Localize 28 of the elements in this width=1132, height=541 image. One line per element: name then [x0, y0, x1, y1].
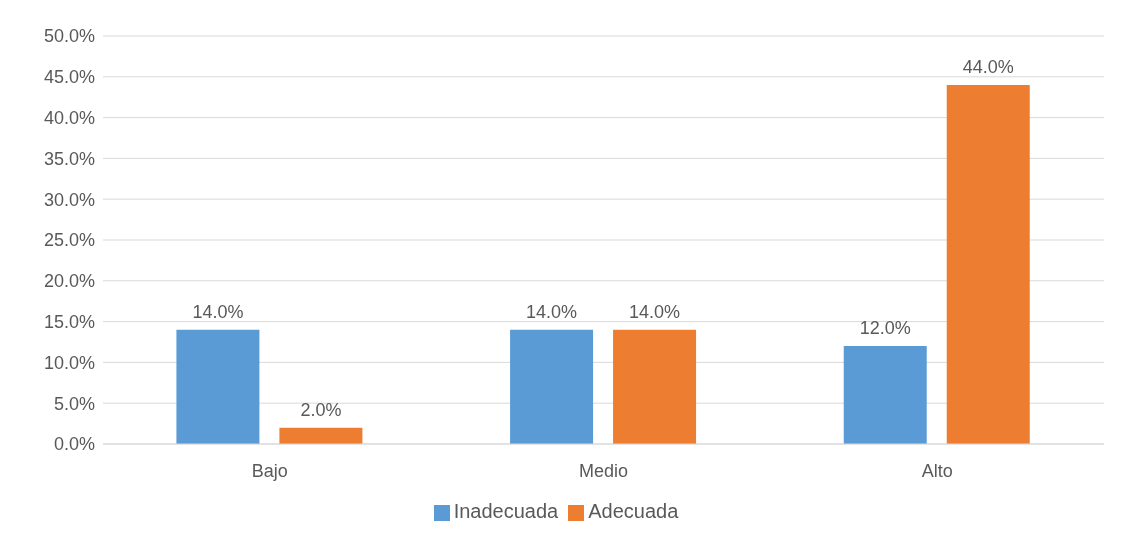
y-tick-label: 5.0%: [53, 393, 95, 414]
y-tick-label: 25.0%: [43, 230, 95, 251]
legend-label: Adecuada: [588, 500, 679, 522]
x-tick-label: Medio: [578, 460, 629, 481]
data-label: 44.0%: [962, 56, 1014, 77]
y-tick-label: 15.0%: [43, 311, 95, 332]
y-tick-label: 0.0%: [53, 434, 95, 455]
bar: [279, 427, 363, 444]
legend-label: Inadecuada: [453, 500, 559, 522]
bar: [946, 84, 1030, 444]
bar: [510, 329, 594, 444]
y-tick-label: 35.0%: [43, 148, 95, 169]
y-tick-label: 40.0%: [43, 107, 95, 128]
bar: [843, 346, 927, 444]
y-tick-label: 10.0%: [43, 352, 95, 373]
data-label: 12.0%: [859, 318, 911, 339]
y-tick-label: 20.0%: [43, 271, 95, 292]
y-tick-label: 30.0%: [43, 189, 95, 210]
data-label: 14.0%: [629, 301, 681, 322]
data-label: 2.0%: [300, 399, 342, 420]
x-tick-label: Bajo: [251, 460, 288, 481]
data-label: 14.0%: [192, 301, 244, 322]
y-tick-label: 45.0%: [43, 67, 95, 88]
bar: [613, 329, 697, 444]
data-label: 14.0%: [526, 301, 578, 322]
y-tick-label: 50.0%: [43, 26, 95, 47]
bar: [176, 329, 260, 444]
x-tick-label: Alto: [921, 460, 953, 481]
